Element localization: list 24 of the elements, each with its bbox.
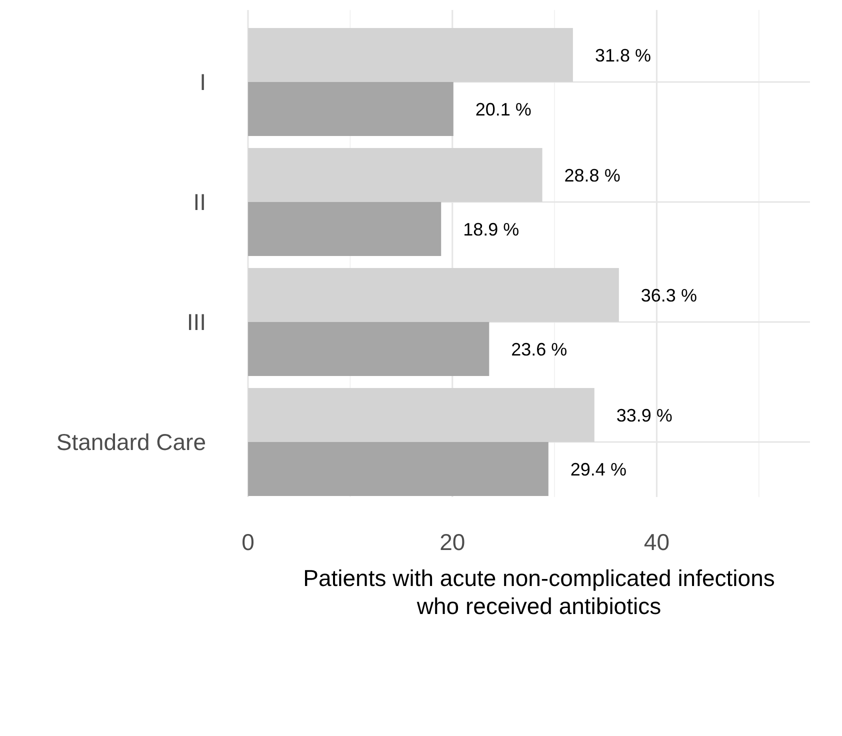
data-label: 28.8 % [564,165,620,186]
data-label: 18.9 % [463,219,520,240]
data-label: 33.9 % [616,405,672,426]
data-label: 36.3 % [640,285,697,306]
x-tick-label: 40 [644,529,670,555]
x-tick-label: 20 [440,529,466,555]
bar [248,388,594,442]
bar [248,82,454,136]
x-tick-label: 0 [242,529,254,555]
bar [248,442,548,496]
data-label: 20.1 % [475,99,532,120]
data-label: 29.4 % [570,459,626,480]
data-label: 23.6 % [511,339,568,360]
y-tick-label: III [186,309,206,336]
bar [248,268,619,322]
bar [248,148,542,202]
x-axis-title: Patients with acute non-complicated infections who received antibiotics [303,565,775,619]
y-tick-label: II [193,189,206,216]
bar [248,322,490,376]
y-tick-label: Standard Care [56,429,206,456]
bar [248,28,573,82]
y-tick-label: I [200,69,206,96]
data-label: 31.8 % [594,45,651,66]
bar [248,202,442,256]
